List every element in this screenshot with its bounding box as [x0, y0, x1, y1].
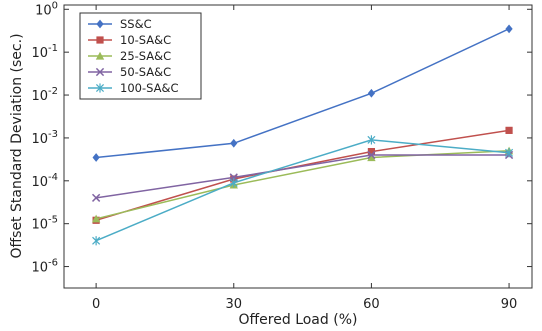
data-point: [505, 126, 513, 134]
legend-label: SS&C: [120, 17, 152, 31]
data-point: [230, 138, 238, 148]
legend-label: 100-SA&C: [120, 81, 178, 95]
y-tick-label: 10-1: [31, 43, 58, 61]
series-100-saandc: [92, 135, 514, 246]
y-tick-label: 100: [35, 0, 58, 18]
legend-label: 50-SA&C: [120, 65, 171, 79]
y-axis-title: Offset Standard Deviation (sec.): [9, 33, 25, 258]
data-point: [367, 150, 376, 160]
series-line: [95, 154, 510, 199]
legend-entry: 25-SA&C: [88, 49, 171, 63]
legend-entry: 100-SA&C: [88, 81, 178, 95]
legend-swatch-marker: [96, 19, 104, 29]
data-point: [367, 147, 376, 156]
plot-frame: [63, 4, 533, 289]
x-tick-label: 60: [363, 297, 380, 312]
series-layer: [91, 24, 514, 246]
legend: SS&C 10-SA&C 25-SA&C 50-SA&C 100-SA&C: [79, 12, 202, 100]
data-point: [92, 236, 101, 246]
series-25-saandc: [91, 146, 514, 223]
legend-entry: SS&C: [88, 17, 152, 31]
data-point: [505, 148, 514, 158]
series-ssandc: [92, 24, 513, 162]
legend-label: 25-SA&C: [120, 49, 171, 63]
y-tick-label: 10-3: [31, 129, 58, 147]
y-axis: 10-6 10-5 10-4 10-3 10-2 10-1 100: [31, 0, 532, 276]
legend-entry: 50-SA&C: [88, 65, 171, 79]
legend-swatch-marker: [95, 67, 105, 77]
legend-swatch-marker: [96, 36, 104, 44]
data-point: [367, 135, 376, 145]
series-10-saandc: [92, 126, 513, 224]
marker-stroke: [91, 193, 101, 202]
x-axis-title: Offered Load (%): [239, 312, 358, 328]
data-point: [91, 193, 101, 202]
data-point: [92, 153, 100, 162]
series-line: [96, 28, 510, 159]
series-line: [95, 150, 510, 220]
y-tick-label: 10-5: [31, 215, 58, 233]
y-tick-label: 10-2: [31, 86, 58, 104]
y-tick-label: 10-4: [31, 172, 58, 190]
marker-stroke: [95, 67, 105, 77]
y-tick-label: 10-6: [31, 258, 58, 276]
series-50-saandc: [91, 150, 514, 202]
data-point: [229, 178, 238, 188]
legend-swatch-marker: [95, 83, 105, 93]
data-point: [505, 24, 513, 34]
legend-swatch-marker: [95, 51, 105, 60]
data-point: [91, 214, 101, 223]
x-tick-label: 90: [501, 297, 518, 312]
x-axis: 0 30 60 90: [92, 5, 517, 312]
x-tick-label: 30: [225, 297, 242, 312]
series-line: [95, 139, 510, 242]
legend-entry: 10-SA&C: [88, 33, 171, 47]
marker-stroke: [367, 150, 376, 160]
legend-label: 10-SA&C: [120, 33, 171, 47]
data-point: [367, 153, 376, 162]
series-line: [95, 129, 510, 222]
data-point: [367, 88, 376, 98]
x-tick-label: 0: [92, 297, 100, 312]
